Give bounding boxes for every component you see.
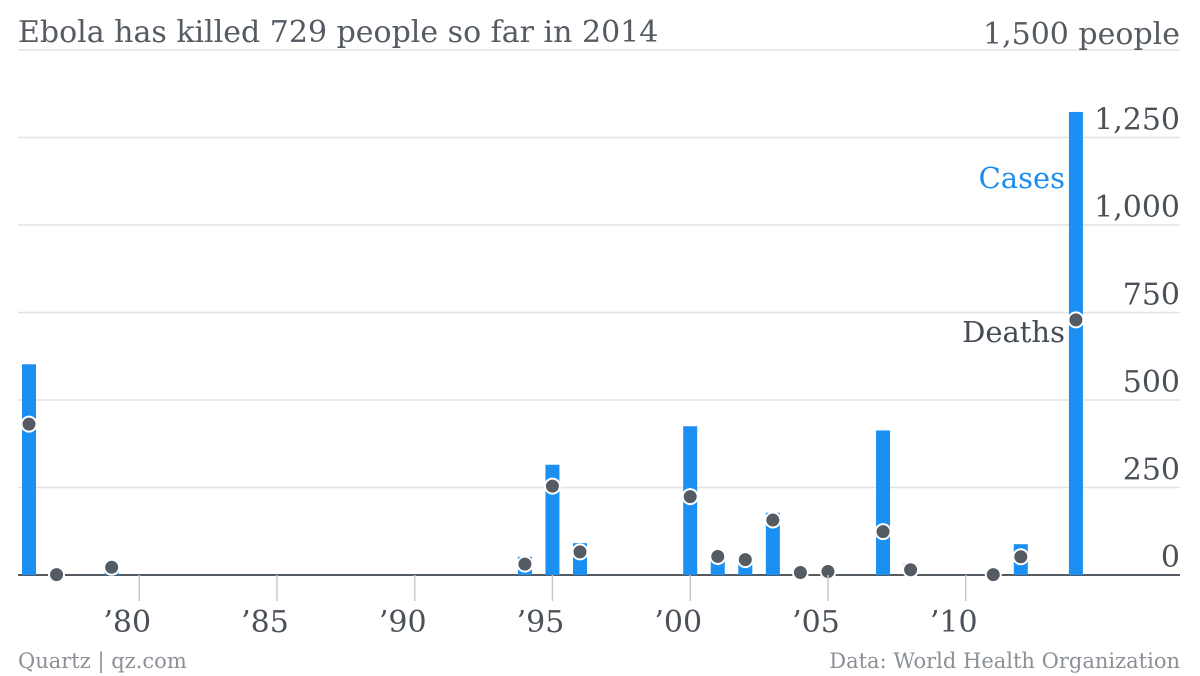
y-tick-label: 500: [1123, 365, 1180, 400]
gridlines: [18, 49, 1180, 576]
cases-bars: [22, 111, 1083, 576]
deaths-dot: [571, 543, 589, 561]
y-tick-label: 250: [1123, 453, 1180, 488]
cases-series-label: Cases: [979, 161, 1065, 195]
deaths-dot: [791, 564, 809, 582]
y-tick-label: 1,250: [1094, 103, 1180, 138]
deaths-dot: [48, 566, 66, 584]
deaths-dot: [516, 555, 534, 573]
deaths-dot: [764, 511, 782, 529]
deaths-dot: [984, 566, 1002, 584]
deaths-dot: [1012, 548, 1030, 566]
chart-title: Ebola has killed 729 people so far in 20…: [18, 15, 658, 50]
deaths-dot: [543, 477, 561, 495]
x-tick-label: ’05: [792, 605, 840, 640]
y-tick-label: 1,000: [1094, 190, 1180, 225]
y-axis-labels: 0 250 500 750 1,000 1,250: [1094, 103, 1180, 576]
deaths-dot: [902, 561, 920, 579]
source-right: Data: World Health Organization: [829, 649, 1180, 673]
deaths-dot: [20, 415, 38, 433]
deaths-dot: [1067, 311, 1085, 329]
x-tick-label: ’85: [241, 605, 289, 640]
deaths-dot: [736, 551, 754, 569]
x-tick-label: ’10: [930, 605, 978, 640]
y-tick-label: 750: [1123, 278, 1180, 313]
unit-label: 1,500 people: [983, 17, 1180, 52]
cases-bar: [876, 430, 891, 575]
deaths-dot: [874, 523, 892, 541]
deaths-series-label: Deaths: [962, 315, 1065, 349]
deaths-dot: [103, 558, 121, 576]
x-tick-label: ’90: [379, 605, 427, 640]
deaths-dots: [20, 311, 1085, 584]
x-tick-label: ’95: [517, 605, 565, 640]
deaths-dot: [681, 488, 699, 506]
deaths-dot: [709, 547, 727, 565]
cases-bar: [765, 512, 780, 575]
y-tick-label: 0: [1161, 540, 1180, 575]
cases-bar: [22, 364, 36, 575]
x-axis-labels: ’80 ’85 ’90 ’95 ’00 ’05 ’10: [103, 575, 978, 640]
source-left: Quartz | qz.com: [18, 649, 187, 674]
cases-bar: [1068, 111, 1083, 575]
x-tick-label: ’00: [654, 605, 702, 640]
x-tick-label: ’80: [103, 605, 151, 640]
